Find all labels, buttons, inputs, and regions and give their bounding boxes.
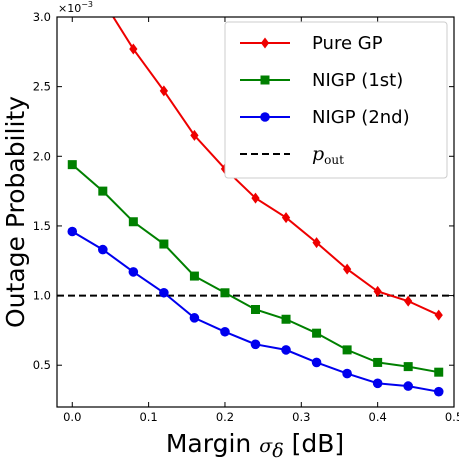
legend-swatch-marker bbox=[260, 112, 270, 122]
data-point bbox=[189, 313, 200, 323]
legend-ref-label: pout bbox=[312, 143, 344, 167]
data-point bbox=[311, 357, 322, 368]
data-point bbox=[433, 386, 444, 397]
series-1 bbox=[99, 0, 443, 321]
x-axis-label-text: Margin bbox=[166, 429, 251, 458]
data-point bbox=[404, 295, 413, 307]
legend-entries: Pure GP NIGP (1st) NIGP (2nd) bbox=[240, 33, 410, 128]
series-2 bbox=[67, 160, 444, 377]
y-tick-label: 2.0 bbox=[33, 149, 51, 163]
data-point bbox=[128, 267, 139, 277]
y-tick-label: 3.0 bbox=[33, 10, 51, 24]
data-point bbox=[434, 367, 444, 377]
data-point bbox=[159, 287, 169, 298]
data-point bbox=[251, 192, 260, 204]
plot-frame bbox=[56, 16, 455, 408]
legend-swatch-marker bbox=[260, 37, 270, 49]
data-point bbox=[220, 326, 230, 337]
data-point bbox=[342, 368, 352, 379]
data-point bbox=[403, 362, 413, 372]
data-point bbox=[67, 160, 77, 170]
x-tick-label: 0.3 bbox=[292, 410, 310, 424]
data-point bbox=[373, 285, 382, 297]
data-point bbox=[373, 357, 383, 367]
legend-frame bbox=[224, 21, 448, 179]
x-axis-symbol: σ bbox=[259, 435, 273, 457]
y-scale-exponent: −3 bbox=[81, 0, 93, 9]
x-axis-symbol-sub: δ bbox=[272, 440, 283, 461]
data-point bbox=[281, 212, 291, 224]
y-axis-label: Outage Probability bbox=[1, 96, 30, 328]
data-point bbox=[281, 345, 291, 355]
legend-label: NIGP (1st) bbox=[312, 70, 403, 91]
data-point bbox=[251, 305, 260, 314]
data-point bbox=[434, 309, 443, 321]
legend-ref-sub: out bbox=[324, 153, 344, 167]
x-axis-unit: [dB] bbox=[292, 429, 345, 458]
legend-label: NIGP (2nd) bbox=[312, 107, 410, 128]
x-tick-label: 0.5 bbox=[445, 410, 459, 424]
data-point bbox=[190, 129, 199, 141]
data-point bbox=[372, 378, 383, 389]
axis-ticks: 0.0 0.1 0.2 0.3 0.4 0.5 0.5 1.0 1.5 2.0 2.5 3.0 bbox=[33, 10, 459, 424]
data-point bbox=[342, 263, 352, 275]
data-point bbox=[220, 288, 230, 298]
data-point bbox=[250, 339, 261, 350]
y-tick-label: 0.5 bbox=[33, 358, 51, 372]
y-scale-label: ×10−3 bbox=[58, 0, 93, 15]
y-tick-label: 1.5 bbox=[33, 219, 51, 233]
data-point bbox=[129, 43, 138, 55]
x-tick-label: 0.1 bbox=[139, 410, 157, 424]
y-tick-label: 1.0 bbox=[33, 289, 51, 303]
x-axis-label: Margin σδ [dB] bbox=[166, 429, 344, 461]
y-tick-label: 2.5 bbox=[33, 80, 51, 94]
data-point bbox=[189, 271, 199, 281]
legend: Pure GP NIGP (1st) NIGP (2nd) pout bbox=[224, 21, 448, 179]
legend-label: Pure GP bbox=[312, 33, 383, 54]
data-point bbox=[342, 345, 352, 355]
data-point bbox=[159, 239, 169, 249]
data-point bbox=[99, 0, 107, 6]
x-tick-label: 0.4 bbox=[369, 410, 387, 424]
data-point bbox=[281, 314, 291, 324]
data-point bbox=[98, 186, 108, 196]
data-point bbox=[403, 381, 413, 391]
legend-swatch-marker bbox=[260, 75, 270, 85]
data-point bbox=[312, 237, 321, 249]
x-tick-label: 0.2 bbox=[216, 410, 234, 424]
data-point bbox=[159, 85, 169, 97]
data-point bbox=[98, 244, 108, 255]
series-3 bbox=[67, 226, 444, 397]
series-layer bbox=[67, 0, 444, 397]
data-point bbox=[312, 328, 322, 338]
data-point bbox=[128, 217, 138, 227]
data-point bbox=[67, 226, 78, 237]
x-tick-label: 0.0 bbox=[63, 410, 81, 424]
